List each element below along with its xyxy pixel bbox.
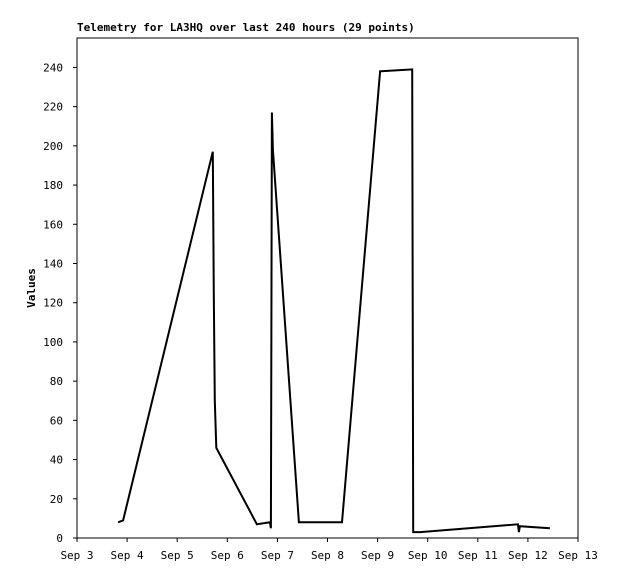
y-tick-label: 0 (56, 532, 63, 545)
x-tick-label: Sep 4 (111, 549, 144, 562)
y-tick-label: 40 (50, 454, 63, 467)
chart-title: Telemetry for LA3HQ over last 240 hours … (77, 21, 415, 34)
y-tick-label: 240 (43, 61, 63, 74)
x-tick-label: Sep 5 (161, 549, 194, 562)
x-tick-label: Sep 7 (261, 549, 294, 562)
x-tick-label: Sep 13 (558, 549, 598, 562)
y-tick-label: 160 (43, 218, 63, 231)
x-tick-label: Sep 9 (361, 549, 394, 562)
x-tick-label: Sep 3 (60, 549, 93, 562)
data-line (117, 68, 550, 534)
y-tick-label: 80 (50, 375, 63, 388)
x-tick-label: Sep 12 (508, 549, 548, 562)
y-tick-label: 60 (50, 414, 63, 427)
y-tick-label: 20 (50, 493, 63, 506)
y-tick-label: 180 (43, 179, 63, 192)
y-tick-label: 200 (43, 140, 63, 153)
y-axis-label: Values (25, 268, 38, 308)
x-tick-label: Sep 8 (311, 549, 344, 562)
y-tick-label: 100 (43, 336, 63, 349)
x-tick-label: Sep 10 (408, 549, 448, 562)
plot-frame (76, 37, 579, 539)
x-tick-label: Sep 11 (458, 549, 498, 562)
y-tick-label: 220 (43, 101, 63, 114)
y-tick-label: 120 (43, 297, 63, 310)
x-tick-label: Sep 6 (211, 549, 244, 562)
y-tick-label: 140 (43, 257, 63, 270)
